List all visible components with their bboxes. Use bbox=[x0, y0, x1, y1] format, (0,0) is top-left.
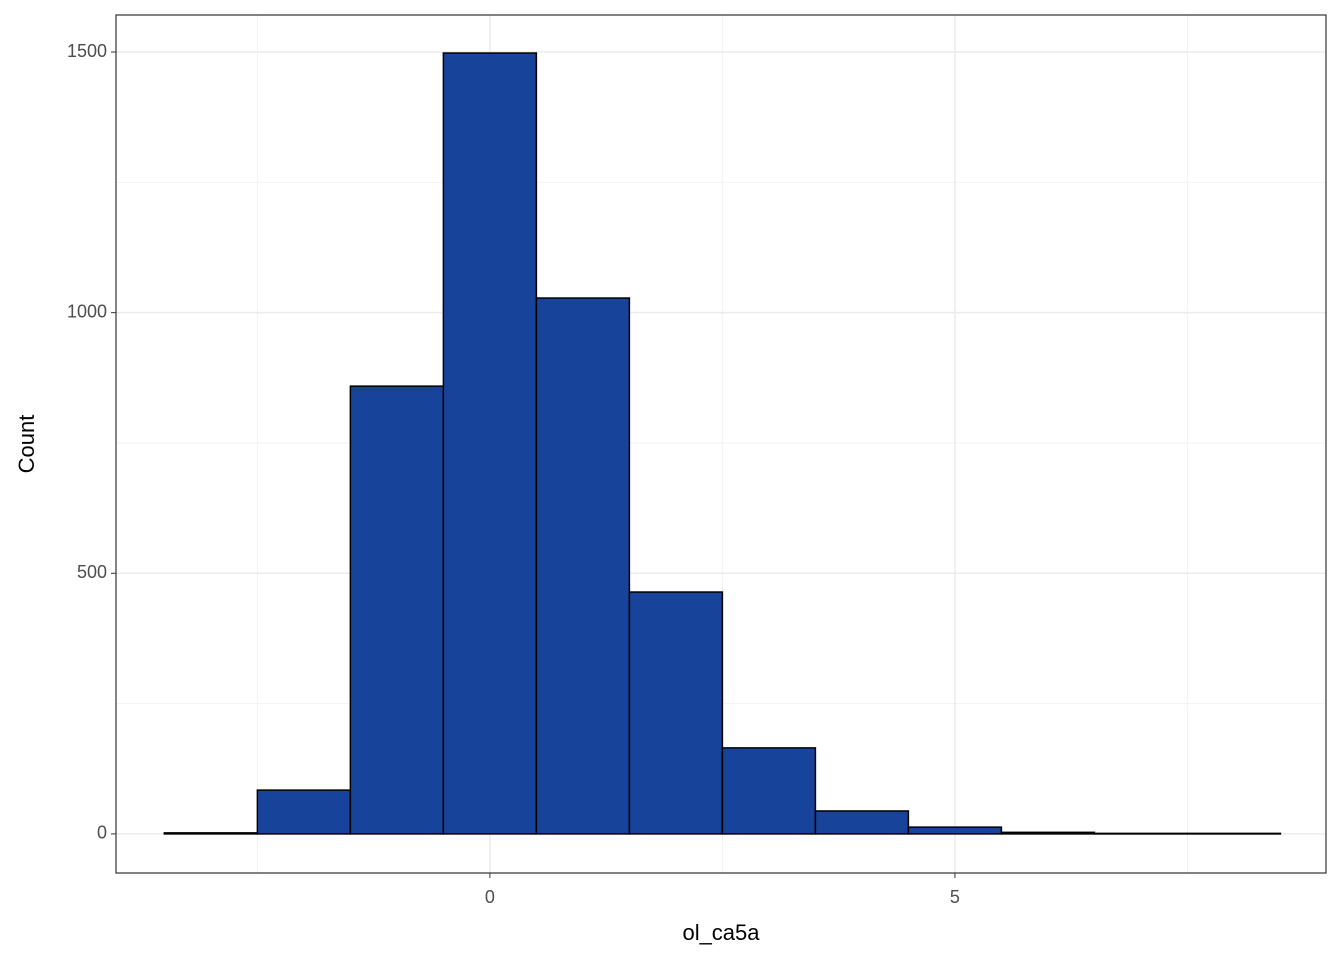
y-axis-label: Count bbox=[14, 415, 39, 474]
x-tick-label: 5 bbox=[950, 887, 960, 907]
bar bbox=[349, 385, 445, 835]
y-tick-label: 500 bbox=[77, 562, 107, 582]
bar bbox=[628, 591, 724, 835]
y-tick-label: 1000 bbox=[67, 301, 107, 321]
bar bbox=[256, 789, 352, 835]
bar bbox=[442, 52, 538, 835]
bar bbox=[1000, 831, 1096, 835]
x-tick-label: 0 bbox=[485, 887, 495, 907]
x-axis-label: ol_ca5a bbox=[682, 920, 760, 945]
panel-border bbox=[115, 14, 1327, 874]
bar bbox=[721, 747, 817, 835]
bar bbox=[535, 297, 631, 835]
bar bbox=[1093, 832, 1189, 835]
bar bbox=[163, 832, 259, 835]
bar bbox=[1186, 832, 1282, 835]
y-tick-label: 0 bbox=[97, 823, 107, 843]
y-tick-label: 1500 bbox=[67, 41, 107, 61]
bar bbox=[814, 810, 910, 835]
bar bbox=[907, 826, 1003, 835]
